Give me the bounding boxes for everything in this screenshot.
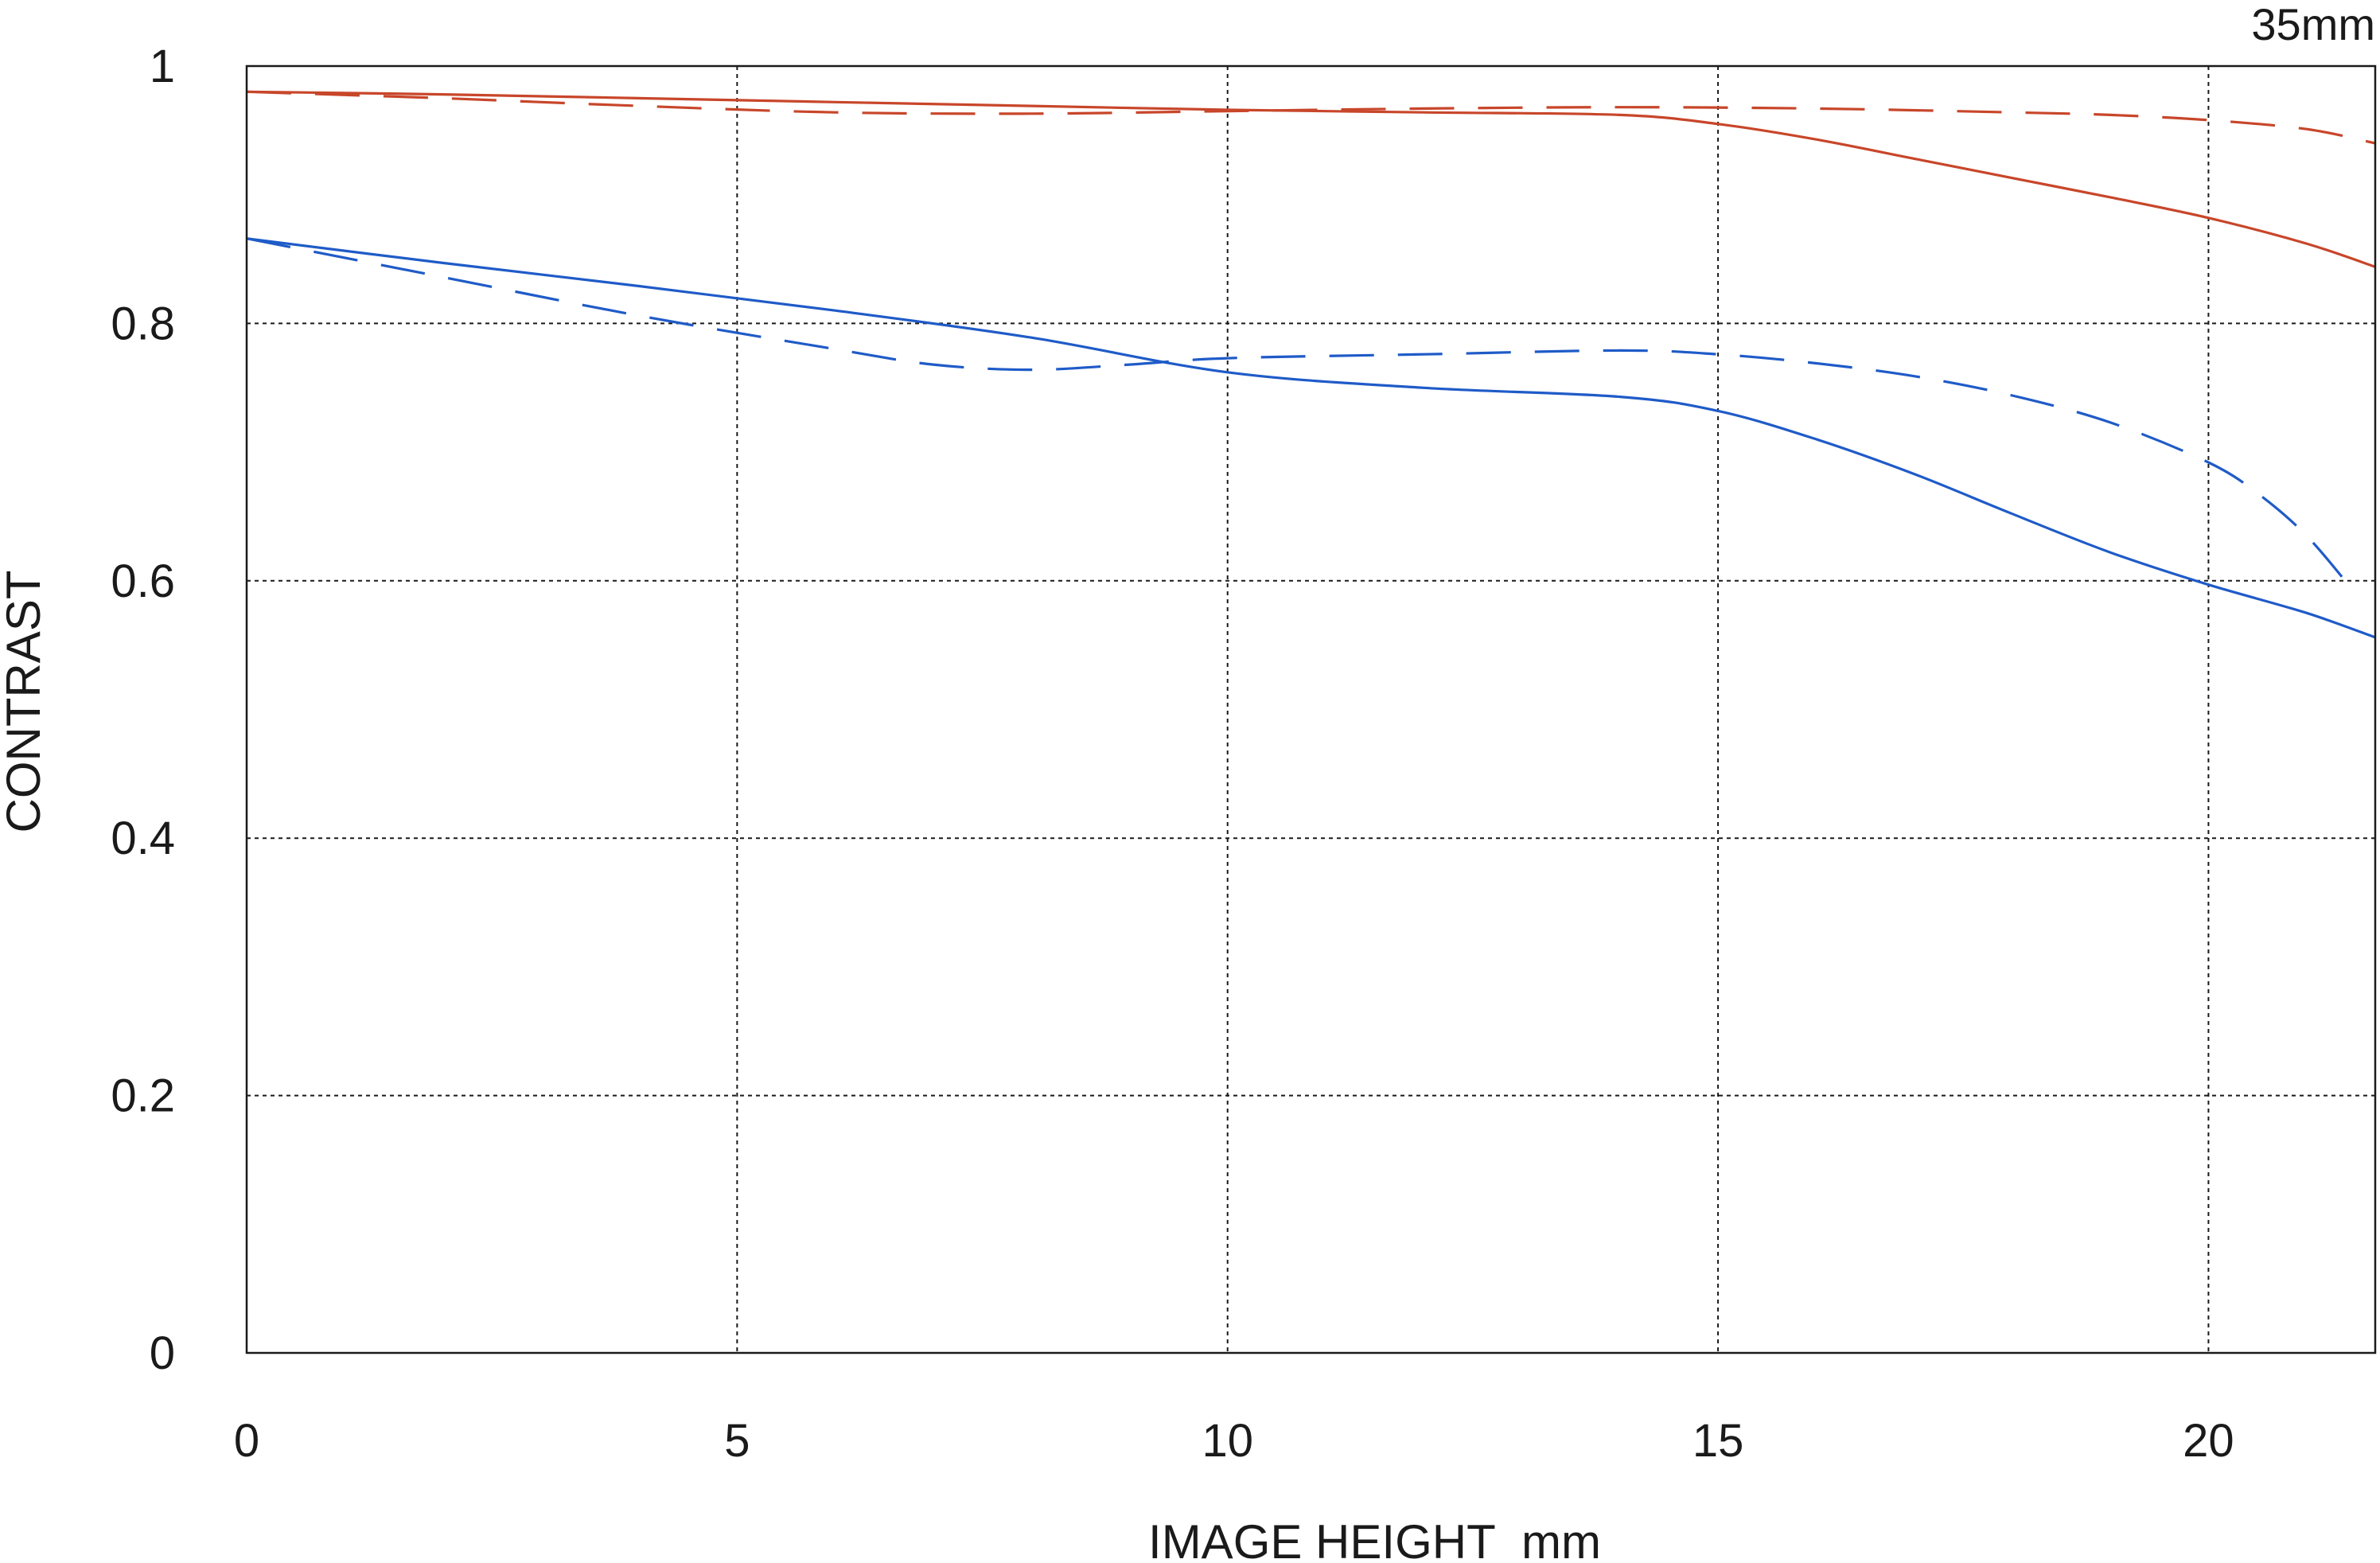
x-axis-label: IMAGE HEIGHT mm	[1148, 1515, 1601, 1563]
tick-labels: 0 5 10 15 20 0 0.2 0.4 0.6 0.8 1	[111, 41, 2234, 1467]
y-tick-label-0: 0	[150, 1327, 175, 1379]
series-lines	[246, 90, 2376, 639]
y-tick-label-4: 0.8	[111, 298, 175, 349]
y-tick-label-3: 0.6	[111, 555, 175, 607]
x-tick-label-3: 15	[1692, 1415, 1744, 1467]
grid-lines	[247, 66, 2375, 1353]
y-tick-label-1: 0.2	[111, 1070, 175, 1122]
x-tick-label-1: 5	[724, 1415, 750, 1467]
series-line-0-solid	[246, 90, 2376, 268]
series-line-1-dashed	[246, 90, 2376, 145]
y-tick-label-5: 1	[150, 41, 175, 92]
focal-length-label: 35mm	[2251, 0, 2375, 49]
series-line-3-dashed	[246, 237, 2357, 595]
y-tick-label-2: 0.4	[111, 813, 175, 864]
y-axis-label: CONTRAST	[0, 571, 50, 833]
x-tick-label-0: 0	[234, 1415, 259, 1467]
series-line-2-solid	[246, 237, 2376, 639]
plot-frame	[245, 64, 2377, 1354]
x-tick-label-2: 10	[1202, 1415, 1253, 1467]
x-tick-label-4: 20	[2183, 1415, 2234, 1467]
